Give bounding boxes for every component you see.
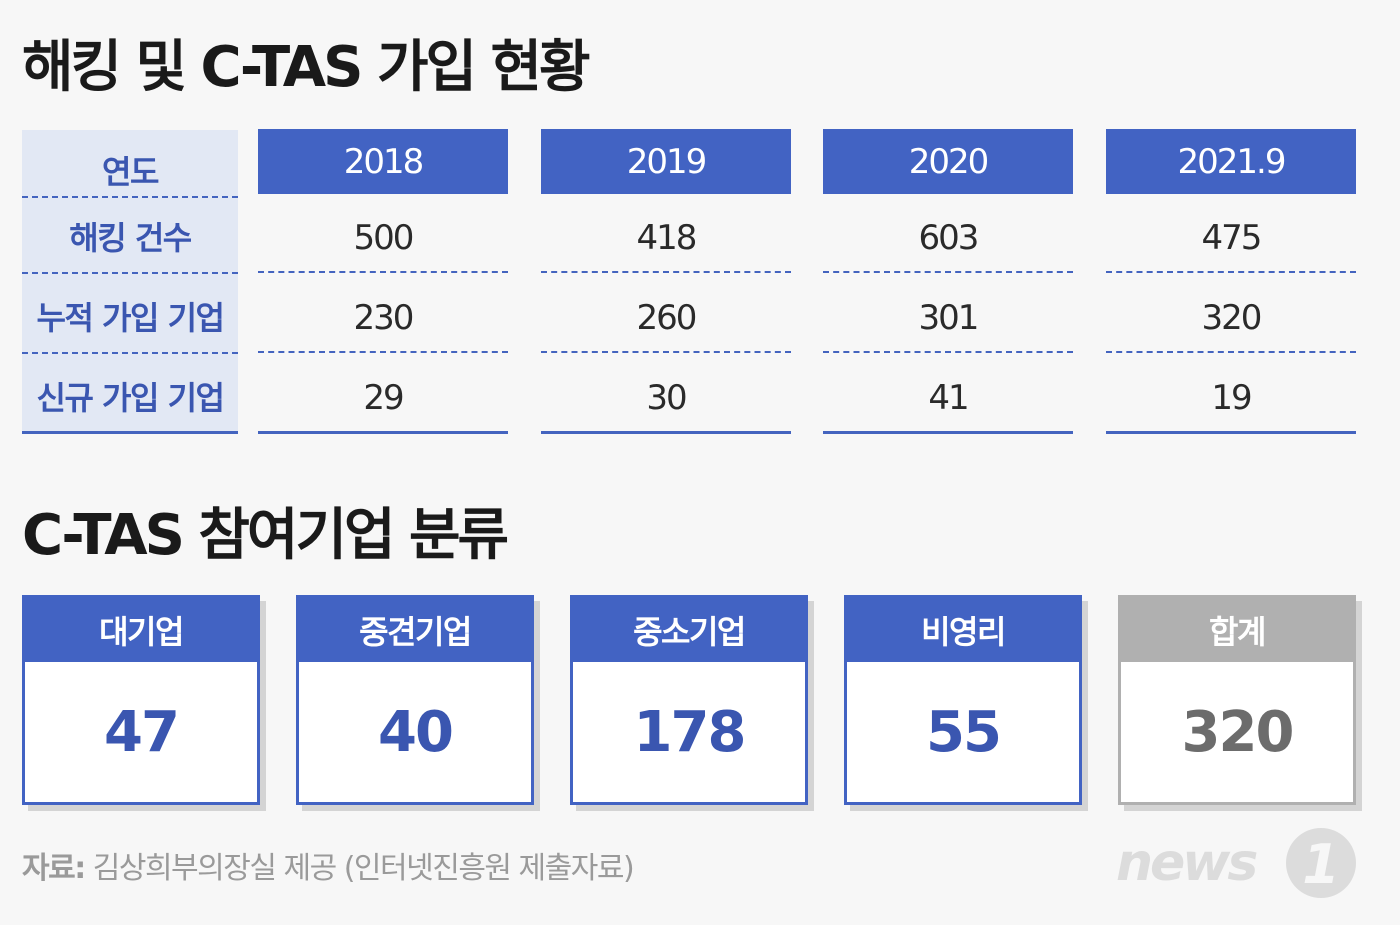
category-label: 비영리 xyxy=(847,598,1079,662)
category-card-midsize: 중견기업 40 xyxy=(296,595,534,805)
cell-divider xyxy=(823,351,1073,353)
column-bottom-rule xyxy=(823,431,1073,434)
row-divider xyxy=(22,272,238,274)
row-divider xyxy=(22,352,238,354)
cell-divider xyxy=(823,271,1073,273)
cell-divider xyxy=(541,351,791,353)
row-label-cumulative: 누적 가입 기업 xyxy=(36,299,225,337)
source-text: 김상희부의장실 제공 (인터넷진흥원 제출자료) xyxy=(92,851,635,886)
category-card-nonprofit: 비영리 55 xyxy=(844,595,1082,805)
main-title: 해킹 및 C-TAS 가입 현황 xyxy=(22,35,591,100)
logo-mark: 1 xyxy=(1302,833,1340,896)
cell-divider xyxy=(541,271,791,273)
section-title: C-TAS 참여기업 분류 xyxy=(22,503,509,568)
cell-hacking-2018: 500 xyxy=(353,218,415,258)
category-value: 55 xyxy=(926,699,1002,765)
category-label: 합계 xyxy=(1121,598,1353,662)
category-value: 178 xyxy=(633,699,747,765)
category-card-sme: 중소기업 178 xyxy=(570,595,808,805)
logo-circle xyxy=(1286,828,1356,898)
cell-divider xyxy=(258,351,508,353)
cell-new-2018: 29 xyxy=(363,378,404,418)
category-card-large: 대기업 47 xyxy=(22,595,260,805)
column-bottom-rule xyxy=(541,431,791,434)
cell-cumulative-2018: 230 xyxy=(353,298,415,338)
year-header-2021-9: 2021.9 xyxy=(1106,129,1356,194)
year-header-2019: 2019 xyxy=(541,129,791,194)
category-card-total: 합계 320 xyxy=(1118,595,1356,805)
year-header-label: 연도 xyxy=(102,153,159,191)
cell-new-2019: 30 xyxy=(646,378,687,418)
source-label: 자료: xyxy=(22,851,86,886)
category-label: 중소기업 xyxy=(573,598,805,662)
category-value: 320 xyxy=(1181,699,1295,765)
row-divider xyxy=(22,196,238,198)
cell-hacking-2019: 418 xyxy=(636,218,698,258)
category-label: 중견기업 xyxy=(299,598,531,662)
news1-logo: news 1 xyxy=(1116,828,1356,898)
year-header-2018: 2018 xyxy=(258,129,508,194)
category-value: 40 xyxy=(378,699,454,765)
row-label-hacking: 해킹 건수 xyxy=(69,219,192,257)
cell-divider xyxy=(258,271,508,273)
cell-new-2021-9: 19 xyxy=(1211,378,1252,418)
source-note: 자료: 김상희부의장실 제공 (인터넷진흥원 제출자료) xyxy=(22,843,635,887)
year-header-2020: 2020 xyxy=(823,129,1073,194)
cell-cumulative-2020: 301 xyxy=(918,298,980,338)
cell-hacking-2021-9: 475 xyxy=(1201,218,1263,258)
cell-divider xyxy=(1106,351,1356,353)
cell-cumulative-2019: 260 xyxy=(636,298,698,338)
column-bottom-rule xyxy=(258,431,508,434)
cell-cumulative-2021-9: 320 xyxy=(1201,298,1263,338)
row-label-new: 신규 가입 기업 xyxy=(36,379,225,417)
column-bottom-rule xyxy=(1106,431,1356,434)
cell-divider xyxy=(1106,271,1356,273)
cell-new-2020: 41 xyxy=(928,378,969,418)
category-label: 대기업 xyxy=(25,598,257,662)
row-label-column: 연도 해킹 건수 누적 가입 기업 신규 가입 기업 xyxy=(22,130,238,434)
category-value: 47 xyxy=(104,699,180,765)
logo-wordmark: news xyxy=(1116,833,1257,893)
cell-hacking-2020: 603 xyxy=(918,218,980,258)
